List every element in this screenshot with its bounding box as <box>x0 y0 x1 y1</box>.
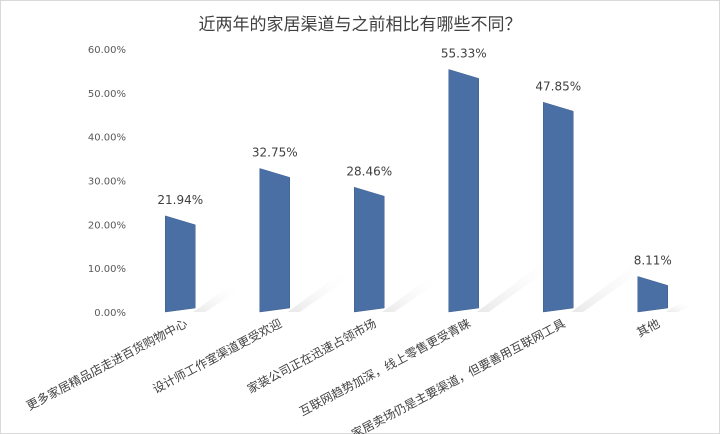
bar <box>354 186 385 313</box>
data-label: 32.75% <box>252 145 298 159</box>
chart-title: 近两年的家居渠道与之前相比有哪些不同？ <box>198 15 522 35</box>
category-label: 互联网趋势加深，线上零售更受青睐 <box>297 315 474 418</box>
y-tick-label: 0.00% <box>94 308 126 319</box>
category-label: 其他 <box>634 316 662 340</box>
bar <box>165 215 196 313</box>
bar <box>637 276 668 313</box>
data-label: 21.94% <box>157 193 203 207</box>
data-label: 55.33% <box>441 46 487 60</box>
bars <box>165 69 668 313</box>
bar-shadow <box>193 285 241 312</box>
bar-shadow <box>476 257 561 312</box>
y-tick-label: 30.00% <box>88 177 126 188</box>
category-labels: 更多家居精品店走进百货购物中心设计师工作室渠道更受欢迎家装公司正在迅速占领市场互… <box>24 315 662 434</box>
bar-shadows <box>193 257 691 312</box>
y-tick-label: 50.00% <box>88 89 126 100</box>
y-axis: 0.00% 10.00% 20.00% 30.00% 40.00% 50.00% 60.00… <box>88 45 126 319</box>
bar <box>259 168 290 313</box>
bar-shadow <box>571 257 655 312</box>
y-tick-label: 20.00% <box>88 220 126 231</box>
category-label: 更多家居精品店走进百货购物中心 <box>24 315 190 413</box>
y-tick-label: 10.00% <box>88 264 126 275</box>
data-labels: 21.94% 32.75% 28.46% 55.33% 47.85% 8.11% <box>157 46 671 267</box>
bar-shadow <box>665 302 691 312</box>
y-tick-label: 40.00% <box>88 133 126 144</box>
bar <box>543 101 574 313</box>
data-label: 47.85% <box>535 79 581 93</box>
y-tick-label: 60.00% <box>88 45 126 56</box>
bar-shadow <box>287 271 353 312</box>
data-label: 28.46% <box>346 164 392 178</box>
data-label: 8.11% <box>634 253 672 267</box>
bar-shadow <box>382 277 440 312</box>
bar <box>448 69 479 313</box>
